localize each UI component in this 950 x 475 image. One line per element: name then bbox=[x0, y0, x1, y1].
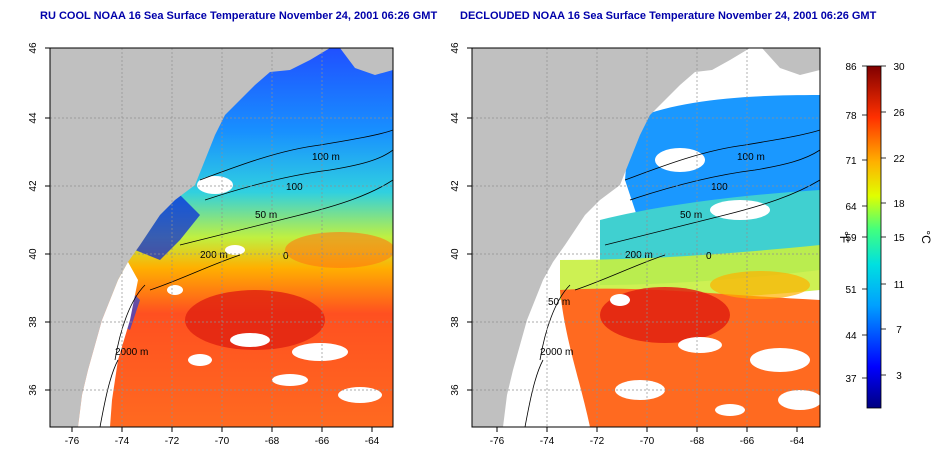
right-contour-label: 2000 m bbox=[540, 347, 573, 358]
right-contour-label: 100 bbox=[711, 182, 728, 193]
lat-tick-label: 44 bbox=[28, 112, 39, 124]
lat-tick-label: 46 bbox=[450, 42, 461, 54]
left-grid bbox=[50, 48, 393, 427]
lat-tick-label: 44 bbox=[450, 112, 461, 124]
right-map: 100 m 100 50 m 200 m 0 50 m 2000 m bbox=[472, 48, 820, 427]
left-lon-labels: -76 -74 -72 -70 -68 -66 -64 bbox=[65, 436, 380, 447]
right-map-title: DECLOUDED NOAA 16 Sea Surface Temperatur… bbox=[460, 10, 877, 22]
right-bathymetry-contours bbox=[524, 129, 820, 427]
lat-tick-label: 42 bbox=[28, 180, 39, 192]
lat-tick-label: 36 bbox=[450, 384, 461, 396]
left-bathymetry-contours bbox=[99, 129, 393, 427]
c-tick-label: 26 bbox=[893, 108, 905, 119]
lon-tick-label: -64 bbox=[365, 436, 380, 447]
right-contour-label: 200 m bbox=[625, 250, 653, 261]
left-contour-label: 200 m bbox=[200, 250, 228, 261]
left-contour-label: 100 bbox=[286, 182, 303, 193]
f-tick-label: 78 bbox=[845, 111, 857, 122]
lon-tick-label: -72 bbox=[590, 436, 605, 447]
lon-tick-label: -64 bbox=[790, 436, 805, 447]
c-tick-label: 30 bbox=[893, 62, 905, 73]
lon-tick-label: -72 bbox=[165, 436, 180, 447]
colorbar: 86 78 71 64 59 51 44 37 30 26 22 18 15 1… bbox=[837, 62, 933, 409]
lon-tick-label: -74 bbox=[540, 436, 555, 447]
colorbar-gradient bbox=[866, 65, 882, 409]
c-tick-label: 11 bbox=[894, 280, 905, 291]
lat-tick-label: 40 bbox=[450, 248, 461, 260]
right-grid bbox=[472, 48, 820, 427]
celsius-ticks: 30 26 22 18 15 11 7 3 bbox=[893, 62, 905, 382]
right-lat-labels: 46 44 42 40 38 36 bbox=[450, 42, 461, 396]
left-contour-label: 100 m bbox=[312, 152, 340, 163]
celsius-unit-label: °C bbox=[919, 230, 933, 244]
left-map: 100 m 100 50 m 200 m 0 2000 m bbox=[50, 48, 393, 427]
right-contour-label: 50 m bbox=[548, 297, 570, 308]
fahrenheit-unit-label: °F bbox=[837, 231, 851, 243]
left-contour-label: 0 bbox=[283, 251, 289, 262]
f-tick-label: 71 bbox=[845, 156, 857, 167]
c-tick-label: 18 bbox=[893, 199, 905, 210]
c-tick-label: 15 bbox=[893, 233, 905, 244]
left-contour-label: 50 m bbox=[255, 210, 277, 221]
left-warm-core bbox=[185, 290, 325, 350]
lon-tick-label: -76 bbox=[65, 436, 80, 447]
right-sst-cool bbox=[625, 95, 820, 225]
lat-tick-label: 42 bbox=[450, 180, 461, 192]
lon-tick-label: -68 bbox=[690, 436, 705, 447]
right-warm-core bbox=[600, 287, 730, 343]
right-contour-label: 0 bbox=[706, 251, 712, 262]
right-contour-label: 50 m bbox=[680, 210, 702, 221]
fahrenheit-ticks: 86 78 71 64 59 51 44 37 bbox=[845, 62, 857, 385]
lon-tick-label: -68 bbox=[265, 436, 280, 447]
right-map-frame bbox=[471, 47, 821, 428]
left-lat-labels: 46 44 42 40 38 36 bbox=[28, 42, 39, 396]
c-tick-label: 3 bbox=[896, 371, 902, 382]
f-tick-label: 64 bbox=[845, 202, 857, 213]
f-tick-label: 59 bbox=[845, 233, 857, 244]
lat-tick-label: 40 bbox=[28, 248, 39, 260]
lon-tick-label: -70 bbox=[640, 436, 655, 447]
lat-tick-label: 38 bbox=[28, 316, 39, 328]
right-land bbox=[472, 48, 750, 427]
f-tick-label: 86 bbox=[845, 62, 857, 73]
lon-tick-label: -66 bbox=[315, 436, 330, 447]
c-tick-label: 22 bbox=[893, 154, 905, 165]
f-tick-label: 51 bbox=[845, 285, 857, 296]
lat-tick-label: 46 bbox=[28, 42, 39, 54]
lat-tick-label: 36 bbox=[28, 384, 39, 396]
left-contour-label: 2000 m bbox=[115, 347, 148, 358]
lat-tick-label: 38 bbox=[450, 316, 461, 328]
right-lon-labels: -76 -74 -72 -70 -68 -66 -64 bbox=[490, 436, 805, 447]
c-tick-label: 7 bbox=[896, 325, 902, 336]
lon-tick-label: -70 bbox=[215, 436, 230, 447]
f-tick-label: 44 bbox=[845, 331, 857, 342]
left-map-title: RU COOL NOAA 16 Sea Surface Temperature … bbox=[40, 10, 438, 22]
lon-tick-label: -76 bbox=[490, 436, 505, 447]
right-contour-label: 100 m bbox=[737, 152, 765, 163]
lon-tick-label: -66 bbox=[740, 436, 755, 447]
left-clouds bbox=[167, 176, 382, 403]
f-tick-label: 37 bbox=[845, 374, 857, 385]
lon-tick-label: -74 bbox=[115, 436, 130, 447]
